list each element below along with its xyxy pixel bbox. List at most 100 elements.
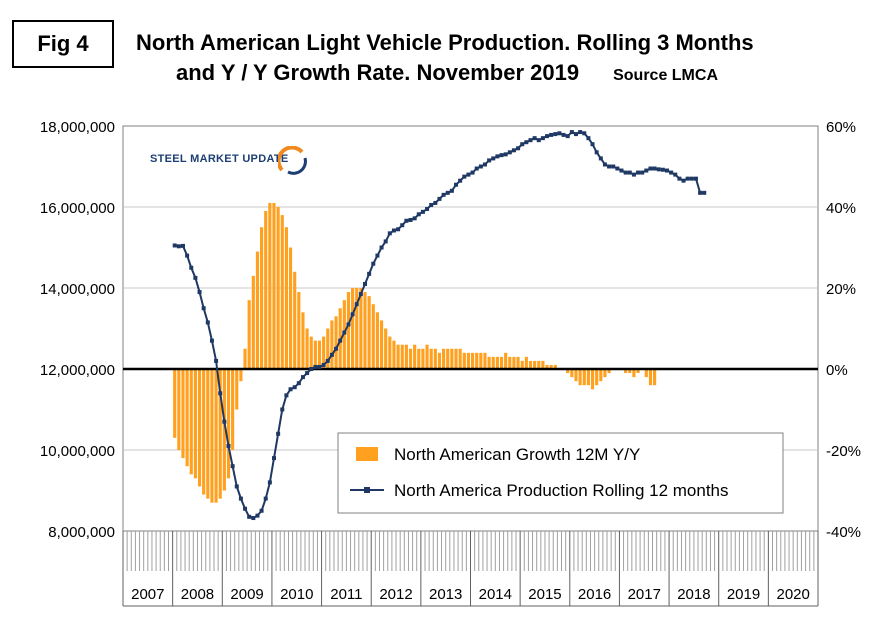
growth-bar — [351, 288, 355, 369]
x-tick-label: 2009 — [230, 586, 263, 603]
growth-bar — [330, 320, 334, 369]
production-marker — [429, 202, 434, 207]
growth-bar — [243, 348, 247, 369]
growth-bar — [603, 369, 607, 378]
growth-bar — [533, 360, 537, 369]
production-marker — [503, 152, 508, 157]
x-tick-label: 2011 — [330, 586, 362, 603]
x-tick-label: 2012 — [379, 586, 412, 603]
growth-bar — [404, 344, 408, 369]
growth-bar — [628, 369, 632, 374]
production-marker — [263, 496, 268, 501]
growth-bar — [466, 352, 471, 369]
y-right-tick-label: 40% — [826, 200, 856, 217]
production-marker — [243, 506, 248, 511]
growth-bar — [483, 352, 487, 369]
production-marker — [172, 243, 177, 248]
chart-title-line-2: and Y / Y Growth Rate. November 2019 Sour… — [176, 60, 718, 86]
growth-bar — [446, 348, 450, 369]
production-marker — [214, 358, 219, 363]
growth-bar — [537, 360, 541, 369]
production-marker — [300, 375, 305, 380]
growth-bar — [272, 202, 276, 369]
production-marker — [193, 275, 198, 280]
growth-bar — [260, 227, 264, 369]
production-marker — [354, 302, 359, 307]
growth-bar — [218, 369, 222, 499]
production-marker — [549, 132, 554, 137]
growth-bar — [528, 360, 533, 369]
production-marker — [482, 162, 487, 167]
chart-title-line-2-text: and Y / Y Growth Rate. November 2019 — [176, 60, 580, 85]
production-marker — [607, 164, 612, 169]
production-marker — [338, 338, 343, 343]
growth-bar — [210, 369, 214, 503]
growth-bar — [222, 369, 226, 491]
production-marker — [325, 358, 330, 363]
growth-bar — [173, 369, 177, 438]
x-tick-label: 2020 — [776, 586, 809, 603]
growth-bar — [313, 340, 317, 369]
production-marker — [652, 166, 657, 171]
production-marker — [615, 166, 620, 171]
production-marker — [180, 243, 185, 248]
growth-bar — [297, 292, 301, 369]
growth-bar — [251, 275, 255, 369]
production-marker — [375, 253, 380, 258]
production-marker — [540, 136, 545, 141]
production-marker — [230, 464, 235, 469]
growth-bar — [284, 227, 288, 369]
growth-bar — [458, 348, 462, 369]
production-marker — [573, 132, 578, 137]
growth-bar — [268, 202, 272, 369]
production-marker — [557, 131, 562, 136]
production-marker — [594, 150, 599, 155]
production-marker — [495, 154, 500, 159]
production-marker — [321, 362, 326, 367]
production-marker — [416, 212, 421, 217]
production-marker — [391, 228, 396, 233]
production-marker — [524, 140, 529, 145]
growth-bar — [429, 348, 433, 369]
y-right-tick-label: -20% — [826, 443, 861, 460]
production-marker — [379, 245, 384, 250]
production-marker — [280, 407, 285, 412]
production-marker — [590, 142, 595, 147]
production-marker — [408, 217, 413, 222]
production-marker — [189, 265, 194, 270]
growth-bar — [570, 369, 574, 378]
legend-label-growth: North American Growth 12M Y/Y — [394, 445, 640, 464]
growth-bar — [541, 360, 545, 369]
growth-bar — [293, 271, 297, 369]
production-marker — [545, 134, 550, 139]
production-marker — [367, 271, 372, 276]
production-marker — [363, 281, 368, 286]
growth-bar — [520, 360, 524, 369]
production-marker — [565, 134, 570, 139]
production-marker — [623, 170, 628, 175]
production-marker — [516, 146, 521, 151]
growth-bar — [462, 352, 466, 369]
production-marker — [317, 364, 322, 369]
production-marker — [640, 170, 645, 175]
growth-bar — [574, 369, 578, 382]
production-marker — [644, 168, 649, 173]
production-marker — [313, 364, 318, 369]
growth-bar — [193, 369, 197, 479]
y-right-tick-label: 60% — [826, 119, 856, 136]
x-tick-label: 2014 — [479, 586, 512, 603]
growth-bar — [264, 211, 268, 369]
growth-bar — [632, 369, 636, 378]
production-marker — [358, 292, 363, 297]
production-marker — [520, 142, 525, 147]
growth-bar — [516, 356, 520, 369]
production-marker — [185, 253, 190, 258]
production-marker — [487, 158, 492, 163]
growth-bar — [379, 320, 384, 369]
growth-bar — [508, 356, 512, 369]
growth-bar — [479, 352, 483, 369]
growth-bar — [388, 336, 392, 369]
production-marker — [350, 312, 355, 317]
growth-bar — [276, 207, 280, 369]
